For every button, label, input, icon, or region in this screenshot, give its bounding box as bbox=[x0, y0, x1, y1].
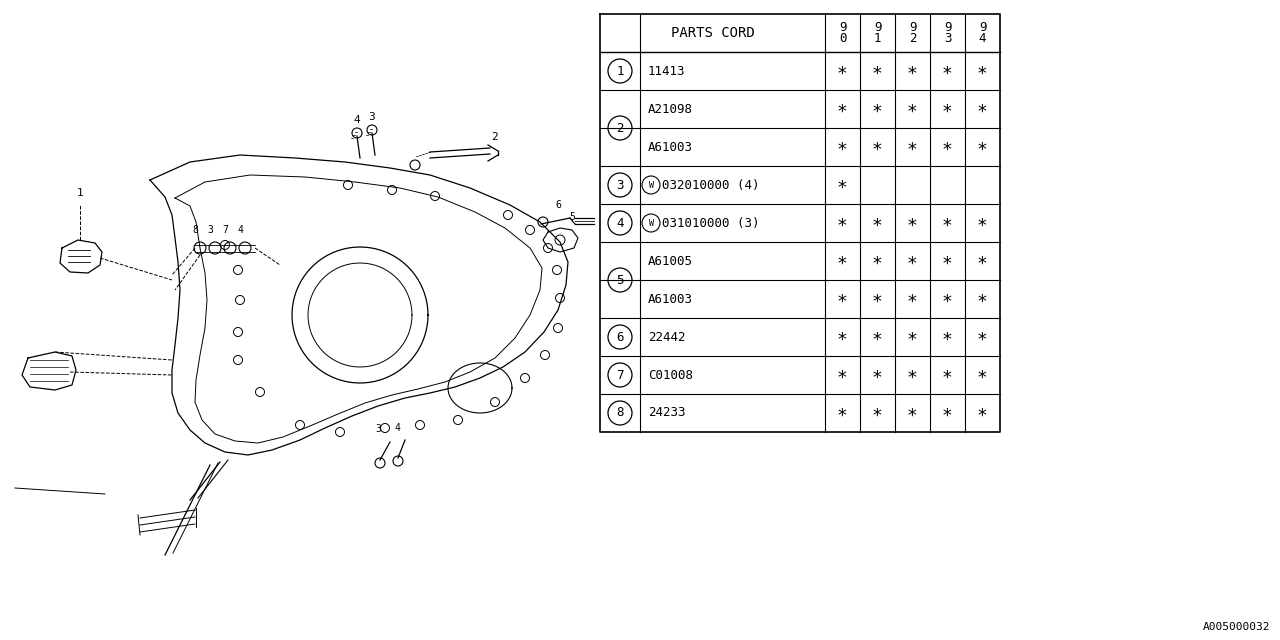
Text: W: W bbox=[649, 180, 654, 189]
Text: ∗: ∗ bbox=[942, 404, 952, 422]
Text: ∗: ∗ bbox=[872, 214, 883, 232]
Text: ∗: ∗ bbox=[942, 214, 952, 232]
Text: 9: 9 bbox=[838, 21, 846, 34]
Text: ∗: ∗ bbox=[977, 366, 988, 384]
Text: ∗: ∗ bbox=[942, 62, 952, 80]
Text: ∗: ∗ bbox=[908, 366, 918, 384]
Text: 2: 2 bbox=[909, 32, 916, 45]
Text: ∗: ∗ bbox=[977, 100, 988, 118]
Text: 1: 1 bbox=[874, 32, 881, 45]
Text: C01008: C01008 bbox=[648, 369, 692, 381]
Text: PARTS CORD: PARTS CORD bbox=[671, 26, 754, 40]
Text: ∗: ∗ bbox=[837, 62, 847, 80]
Text: 7: 7 bbox=[221, 225, 228, 235]
Text: 11413: 11413 bbox=[648, 65, 686, 77]
Text: ∗: ∗ bbox=[977, 328, 988, 346]
Text: 4: 4 bbox=[394, 423, 399, 433]
Text: ∗: ∗ bbox=[908, 214, 918, 232]
Text: ∗: ∗ bbox=[977, 214, 988, 232]
Text: 4: 4 bbox=[353, 115, 361, 125]
Text: 2: 2 bbox=[490, 132, 498, 142]
Text: ∗: ∗ bbox=[942, 138, 952, 156]
Text: 0: 0 bbox=[838, 32, 846, 45]
Text: ∗: ∗ bbox=[872, 328, 883, 346]
Text: 9: 9 bbox=[979, 21, 987, 34]
Text: ∗: ∗ bbox=[942, 366, 952, 384]
Text: ∗: ∗ bbox=[837, 328, 847, 346]
Text: ∗: ∗ bbox=[837, 366, 847, 384]
Text: 24233: 24233 bbox=[648, 406, 686, 419]
Text: 3: 3 bbox=[375, 424, 381, 434]
Text: 6: 6 bbox=[556, 200, 561, 210]
Text: 031010000 (3): 031010000 (3) bbox=[662, 216, 759, 230]
Text: ∗: ∗ bbox=[908, 62, 918, 80]
Text: ∗: ∗ bbox=[908, 404, 918, 422]
Text: A61005: A61005 bbox=[648, 255, 692, 268]
Text: 7: 7 bbox=[616, 369, 623, 381]
Text: ∗: ∗ bbox=[837, 290, 847, 308]
Text: A21098: A21098 bbox=[648, 102, 692, 115]
Text: 9: 9 bbox=[909, 21, 916, 34]
Text: W: W bbox=[649, 218, 654, 227]
Text: ∗: ∗ bbox=[977, 404, 988, 422]
Text: ∗: ∗ bbox=[977, 290, 988, 308]
Text: 032010000 (4): 032010000 (4) bbox=[662, 179, 759, 191]
Text: ∗: ∗ bbox=[977, 252, 988, 270]
Text: 3: 3 bbox=[369, 112, 375, 122]
Text: ∗: ∗ bbox=[977, 138, 988, 156]
Text: 5: 5 bbox=[616, 273, 623, 287]
Text: 3: 3 bbox=[207, 225, 212, 235]
Text: A61003: A61003 bbox=[648, 292, 692, 305]
Text: ∗: ∗ bbox=[908, 100, 918, 118]
Text: ∗: ∗ bbox=[837, 138, 847, 156]
Text: 3: 3 bbox=[616, 179, 623, 191]
Text: ∗: ∗ bbox=[872, 404, 883, 422]
Text: ∗: ∗ bbox=[837, 100, 847, 118]
Text: 1: 1 bbox=[77, 188, 83, 198]
Text: 9: 9 bbox=[943, 21, 951, 34]
Text: 4: 4 bbox=[616, 216, 623, 230]
Text: ∗: ∗ bbox=[942, 100, 952, 118]
Text: ∗: ∗ bbox=[872, 100, 883, 118]
Text: 6: 6 bbox=[616, 330, 623, 344]
Text: ∗: ∗ bbox=[837, 176, 847, 194]
Text: ∗: ∗ bbox=[908, 252, 918, 270]
Text: ∗: ∗ bbox=[977, 62, 988, 80]
Text: ∗: ∗ bbox=[908, 138, 918, 156]
Text: A61003: A61003 bbox=[648, 141, 692, 154]
Text: ∗: ∗ bbox=[837, 252, 847, 270]
Text: 9: 9 bbox=[874, 21, 881, 34]
Text: ∗: ∗ bbox=[872, 290, 883, 308]
Text: ∗: ∗ bbox=[872, 366, 883, 384]
Text: ∗: ∗ bbox=[837, 404, 847, 422]
Text: 22442: 22442 bbox=[648, 330, 686, 344]
Text: 8: 8 bbox=[192, 225, 198, 235]
Text: ∗: ∗ bbox=[942, 252, 952, 270]
Text: ∗: ∗ bbox=[872, 62, 883, 80]
Text: ∗: ∗ bbox=[942, 328, 952, 346]
Text: ∗: ∗ bbox=[837, 214, 847, 232]
Text: ∗: ∗ bbox=[872, 138, 883, 156]
Text: 3: 3 bbox=[943, 32, 951, 45]
Text: 5: 5 bbox=[570, 212, 575, 222]
Text: ∗: ∗ bbox=[908, 290, 918, 308]
Text: ∗: ∗ bbox=[872, 252, 883, 270]
Text: 1: 1 bbox=[616, 65, 623, 77]
Text: 4: 4 bbox=[237, 225, 243, 235]
Text: 4: 4 bbox=[979, 32, 987, 45]
Text: 2: 2 bbox=[616, 122, 623, 134]
Text: A005000032: A005000032 bbox=[1202, 622, 1270, 632]
Text: 8: 8 bbox=[616, 406, 623, 419]
Text: ∗: ∗ bbox=[942, 290, 952, 308]
Text: ∗: ∗ bbox=[908, 328, 918, 346]
